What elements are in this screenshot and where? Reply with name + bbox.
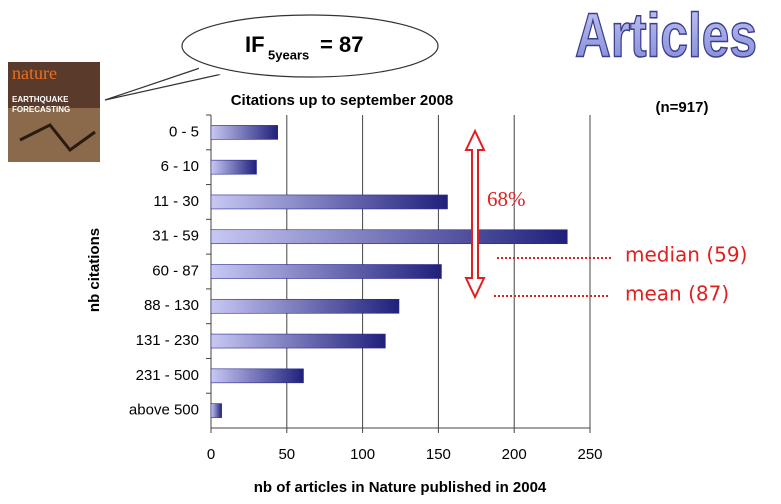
y-axis-title: nb citations [86, 228, 103, 312]
bar [210, 298, 400, 314]
share-label: 68% [487, 187, 526, 211]
speech-bubble: IF 5years = 87 [104, 14, 439, 101]
cover-masthead: nature [12, 63, 57, 83]
x-tick-label: 0 [207, 446, 215, 463]
y-tick-label: 6 - 10 [161, 158, 199, 175]
x-tick-label: 200 [502, 446, 527, 463]
range-arrow [464, 128, 486, 300]
plot: 0 50 100 150 200 250 0 - 5 6 - 10 11 - 30 31 - 59… [129, 114, 603, 463]
mean-label: mean (87) [625, 282, 729, 306]
bubble-sub: 5years [268, 47, 309, 62]
y-tick-label: 231 - 500 [136, 367, 199, 384]
y-tick-label: 60 - 87 [152, 262, 199, 279]
y-tick-label: 31 - 59 [152, 228, 199, 245]
median-label: median (59) [625, 243, 747, 267]
y-tick-label: 11 - 30 [153, 193, 199, 210]
bar [210, 264, 442, 279]
chart-title: Citations up to september 2008 [231, 92, 454, 109]
x-axis-title: nb of articles in Nature published in 20… [254, 479, 547, 496]
x-tick-label: 100 [350, 446, 375, 463]
cover-line: EARTHQUAKE [12, 95, 69, 104]
bar [210, 125, 279, 140]
x-tick-label: 50 [278, 446, 295, 463]
y-tick-label: 131 - 230 [136, 332, 199, 349]
y-tick-label: above 500 [129, 402, 199, 419]
y-tick-label: 0 - 5 [169, 123, 199, 140]
cover-line: FORECASTING [12, 105, 70, 114]
bubble-value: = 87 [320, 32, 363, 57]
y-tick-label: 88 - 130 [144, 297, 199, 314]
sample-size: (n=917) [656, 99, 709, 116]
bubble-main: IF [245, 32, 265, 57]
bar [210, 368, 304, 384]
bar [210, 229, 568, 245]
bar [210, 159, 257, 175]
bar [210, 333, 386, 349]
heading: Articles [575, 1, 757, 70]
x-tick-label: 150 [426, 446, 451, 463]
x-tick-label: 250 [577, 446, 602, 463]
bar [210, 194, 448, 210]
cover: nature EARTHQUAKE FORECASTING [8, 62, 100, 162]
bar [210, 403, 222, 418]
